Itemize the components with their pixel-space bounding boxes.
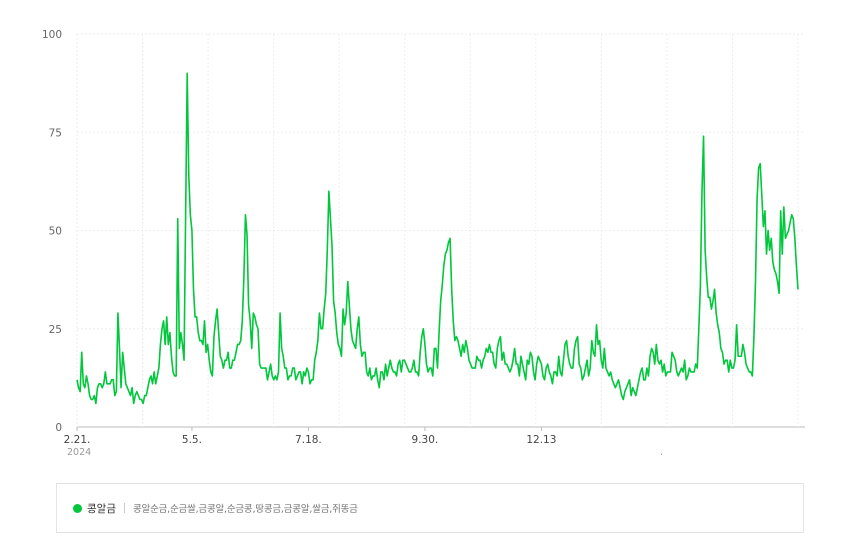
legend-series-name[interactable]: 콩알금 xyxy=(87,502,116,515)
y-tick-label: 100 xyxy=(42,29,62,41)
legend-box: 콩알금 콩알순금,순금쌀,금콩알,순금콩,땅콩금,금콩알,쌀금,쥐똥금 xyxy=(56,483,804,533)
legend-keywords: 콩알순금,순금쌀,금콩알,순금콩,땅콩금,금콩알,쌀금,쥐똥금 xyxy=(132,504,358,515)
legend-divider xyxy=(123,503,125,513)
x-axis-ticks: 2.21. 5.5. 7.18. 9.30. 12.13 xyxy=(64,427,556,446)
x-tick-label: 5.5. xyxy=(182,434,202,446)
x-tick-label: 7.18. xyxy=(295,434,322,446)
second-year-label: . xyxy=(660,447,663,458)
series-line xyxy=(76,72,799,405)
y-tick-label: 0 xyxy=(55,422,62,434)
trend-line-chart: 0 25 50 75 100 2.21. 5.5. 7.18. 9.30. 12.13 2024… xyxy=(42,29,805,458)
y-axis-ticks: 0 25 50 75 100 xyxy=(42,29,62,434)
x-tick-label: 2.21. xyxy=(64,434,91,446)
legend-series-dot xyxy=(73,503,82,513)
x-tick-label: 9.30. xyxy=(412,434,439,446)
y-tick-label: 25 xyxy=(49,324,62,336)
y-tick-label: 75 xyxy=(49,127,62,139)
y-tick-label: 50 xyxy=(49,226,62,238)
year-label: 2024 xyxy=(67,447,91,458)
x-tick-label: 12.13 xyxy=(526,434,556,446)
